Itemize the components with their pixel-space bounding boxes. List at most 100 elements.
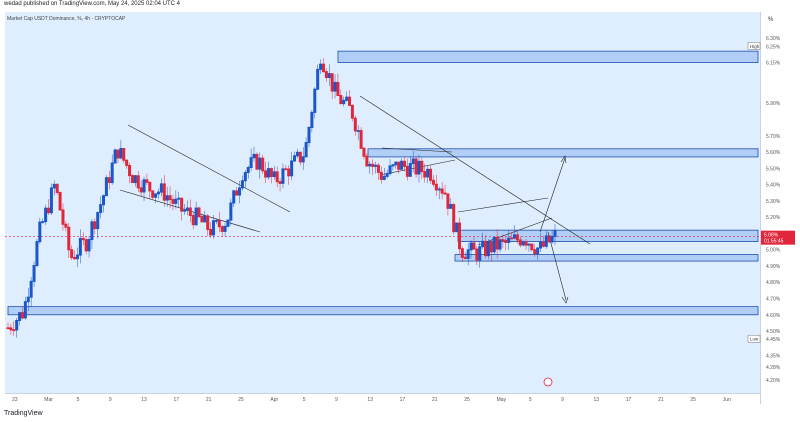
low-marker-box: [747, 334, 761, 343]
candle-body: [403, 160, 407, 167]
candle-body: [102, 195, 106, 206]
candle-body: [116, 149, 120, 159]
y-tick-label: 4.45%: [766, 337, 781, 343]
candle-body: [420, 160, 424, 173]
percent-axis-label: %: [768, 17, 774, 23]
candle-body: [44, 207, 48, 223]
candle-body: [180, 197, 184, 212]
candle-body: [495, 236, 499, 250]
price-badge-value: 5.08%: [764, 233, 779, 239]
x-tick-label: Apr: [270, 397, 278, 403]
candle-body: [385, 173, 389, 177]
chart-plot-area[interactable]: [5, 12, 760, 404]
trendline-upper-wedge-1: [127, 124, 291, 213]
candle-body: [469, 242, 473, 251]
y-tick-label: 4.60%: [766, 313, 781, 319]
y-tick-label: 5.40%: [766, 183, 781, 189]
candle-body: [211, 220, 215, 236]
candle-body: [290, 160, 294, 177]
y-tick-label: 4.70%: [766, 297, 781, 303]
candle-body: [151, 190, 155, 198]
low-label: Low: [750, 337, 759, 342]
high-label: High: [750, 44, 760, 49]
candle-body: [504, 239, 508, 243]
candle-body: [214, 219, 218, 222]
price-axis[interactable]: [760, 12, 800, 404]
candle-body: [376, 164, 380, 173]
candle-body: [414, 158, 418, 175]
candle-body: [58, 191, 62, 211]
candle-body: [159, 183, 163, 193]
symbol-legend: Market Cap USDT Dominance, %, 4h · CRYPT…: [7, 16, 126, 22]
candle-body: [12, 329, 16, 332]
candle-body: [148, 181, 152, 192]
candle-body: [232, 190, 236, 204]
footer-bar: TradingView: [0, 404, 800, 422]
candle-body: [345, 96, 349, 101]
candle-body: [541, 241, 545, 247]
candle-body: [530, 243, 534, 251]
x-tick-label: Jun: [723, 397, 731, 403]
x-tick-label: 21: [432, 397, 438, 403]
candle-body: [536, 247, 540, 255]
candle-body: [408, 163, 412, 177]
candle-body: [261, 157, 265, 172]
candle-body: [411, 158, 415, 165]
candle-body: [405, 165, 409, 177]
candle-body: [110, 162, 114, 184]
time-axis[interactable]: [5, 393, 760, 405]
candle-body: [539, 241, 543, 249]
x-tick-label: 5: [77, 397, 80, 403]
arrow-down-path: [547, 231, 567, 301]
x-tick-label: 17: [626, 397, 632, 403]
candle-body: [269, 168, 273, 178]
candle-body: [255, 153, 259, 170]
candle-body: [356, 130, 360, 132]
candle-body: [162, 183, 166, 201]
candle-body: [527, 243, 531, 246]
candle-body: [209, 228, 213, 236]
candle-body: [249, 157, 253, 169]
y-tick-label: 5.90%: [766, 101, 781, 107]
candle-body: [533, 249, 537, 255]
publisher-text: wedad published on TradingView.com, May …: [4, 1, 180, 7]
candle-body: [333, 81, 337, 92]
candle-body: [460, 248, 464, 258]
candle-body: [298, 151, 302, 163]
x-tick-label: 5: [303, 397, 306, 403]
candle-body: [154, 193, 158, 198]
candle-body: [156, 191, 160, 195]
candle-body: [29, 280, 33, 298]
candle-body: [287, 168, 291, 177]
candle-body: [90, 221, 94, 241]
candle-body: [426, 168, 430, 178]
candle-body: [38, 221, 42, 243]
candle-body: [339, 95, 343, 105]
candle-body: [518, 239, 522, 246]
candle-body: [197, 207, 201, 218]
y-tick-label: 5.50%: [766, 166, 781, 172]
candle-body: [327, 73, 331, 79]
candle-body: [107, 177, 111, 184]
candle-body: [284, 168, 288, 171]
candle-body: [394, 161, 398, 166]
candle-body: [194, 207, 198, 226]
candle-body: [449, 204, 453, 209]
y-tick-label: 4.35%: [766, 353, 781, 359]
candle-body: [457, 222, 461, 250]
candle-body: [26, 296, 30, 303]
candle-body: [122, 147, 126, 161]
candle-body: [229, 202, 233, 221]
x-tick-label: 25: [464, 397, 470, 403]
candle-body: [350, 104, 354, 119]
y-tick-label: 5.20%: [766, 215, 781, 221]
candle-body: [119, 147, 123, 159]
candle-body: [313, 88, 317, 113]
candle-body: [365, 155, 369, 167]
x-tick-label: Mar: [44, 397, 53, 403]
candle-body: [78, 237, 82, 256]
candle-body: [177, 197, 181, 200]
candle-body: [67, 226, 71, 251]
candle-body: [113, 149, 117, 164]
candle-body: [99, 204, 103, 214]
